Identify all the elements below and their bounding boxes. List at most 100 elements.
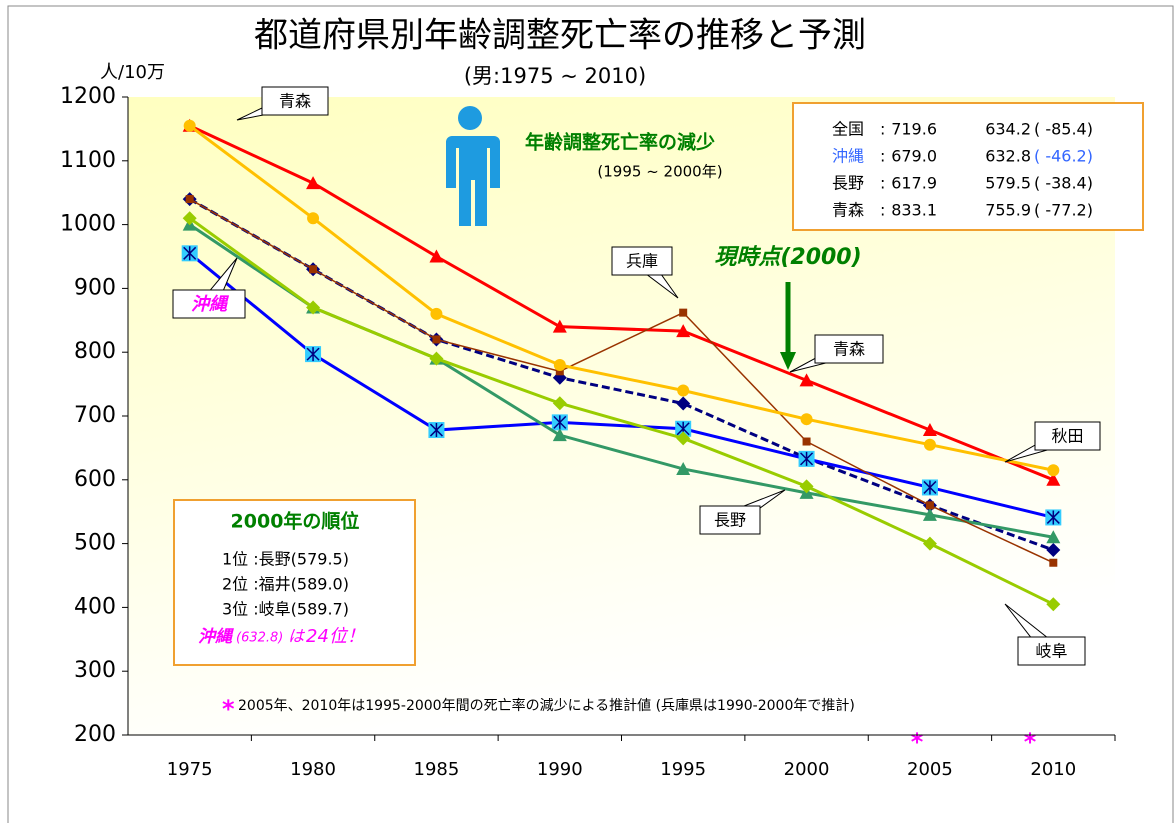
- marker: [553, 358, 566, 371]
- summary-1995: 679.0: [891, 147, 937, 166]
- summary-name: 長野: [832, 174, 864, 193]
- callout-cover: [613, 248, 671, 274]
- summary-diff: ( -38.4): [1034, 174, 1093, 193]
- marker-star: [800, 451, 814, 466]
- marker: [1046, 597, 1061, 612]
- summary-2000: 634.2: [985, 120, 1031, 139]
- y-tick-label: 200: [74, 722, 116, 747]
- summary-2000: 632.8: [985, 147, 1031, 166]
- callout-cover: [174, 291, 244, 317]
- marker: [800, 413, 813, 426]
- marker: [799, 373, 814, 387]
- summary-separator: :: [880, 147, 885, 166]
- callout-cover: [263, 88, 327, 114]
- y-tick-label: 1000: [60, 212, 116, 237]
- marker: [1046, 542, 1061, 557]
- current-label: 現時点(2000): [714, 245, 861, 270]
- marker: [1046, 530, 1061, 544]
- marker: [925, 501, 934, 510]
- y-tick-label: 700: [74, 403, 116, 428]
- summary-2000: 755.9: [985, 201, 1031, 220]
- marker: [555, 367, 564, 376]
- marker: [679, 308, 688, 317]
- marker: [1047, 464, 1060, 477]
- ranking-line: 2位 :福井(589.0): [222, 575, 349, 594]
- ranking-okinawa-rank: 24位！: [306, 626, 365, 647]
- decrease-period: (1995 ~ 2000年): [597, 163, 722, 181]
- summary-1995: 833.1: [891, 201, 937, 220]
- summary-diff: ( -46.2): [1034, 147, 1093, 166]
- summary-diff: ( -77.2): [1034, 201, 1093, 220]
- projection-mark: *: [1024, 728, 1037, 756]
- callout-label: 青森: [279, 92, 311, 111]
- marker-star: [429, 423, 443, 438]
- marker: [799, 479, 814, 494]
- series-line: [188, 252, 1054, 519]
- marker: [432, 335, 441, 344]
- marker: [428, 422, 445, 439]
- callout-label: 沖縄: [191, 294, 230, 315]
- marker: [552, 396, 567, 411]
- marker: [922, 423, 937, 437]
- x-tick-label: 1990: [537, 759, 583, 780]
- y-tick-label: 1100: [60, 148, 116, 173]
- ranking-title: 2000年の順位: [231, 510, 360, 533]
- x-tick-label: 2010: [1030, 759, 1076, 780]
- callout-label: 青森: [833, 340, 865, 359]
- y-tick-label: 500: [74, 531, 116, 556]
- y-axis-label: 人/10万: [100, 62, 165, 83]
- marker: [1045, 509, 1062, 526]
- marker: [552, 428, 567, 442]
- ranking-line: 3位 :岐阜(589.7): [222, 600, 349, 619]
- marker: [922, 507, 937, 521]
- marker: [1046, 472, 1061, 486]
- callout-label: 兵庫: [626, 252, 658, 271]
- ranking-line: 1位 :長野(579.5): [222, 550, 349, 569]
- marker: [429, 249, 444, 263]
- y-tick-label: 900: [74, 275, 116, 300]
- x-tick-label: 1985: [414, 759, 460, 780]
- marker: [798, 450, 815, 467]
- marker-star: [183, 246, 197, 261]
- marker: [430, 307, 443, 320]
- marker: [677, 384, 690, 397]
- marker: [305, 346, 322, 363]
- y-tick-label: 600: [74, 467, 116, 492]
- marker: [921, 479, 938, 496]
- marker: [802, 437, 811, 446]
- y-tick-label: 400: [74, 594, 116, 619]
- summary-diff: ( -85.4): [1034, 120, 1093, 139]
- x-tick-label: 1980: [290, 759, 336, 780]
- frame: [7, 5, 1174, 823]
- footnote-mark: *: [222, 695, 235, 723]
- callout-cover: [701, 507, 759, 533]
- x-tick-label: 2005: [907, 759, 953, 780]
- marker: [1049, 558, 1058, 567]
- summary-name: 沖縄: [832, 147, 864, 166]
- y-tick-label: 1200: [60, 84, 116, 109]
- marker-star: [306, 347, 320, 362]
- footnote: 2005年、2010年は1995-2000年間の死亡率の減少による推計値 (兵庫…: [238, 697, 855, 714]
- callout-cover: [1036, 423, 1099, 449]
- marker: [185, 195, 194, 204]
- callout-cover: [1019, 638, 1084, 664]
- summary-2000: 579.5: [985, 174, 1031, 193]
- callout-label: 長野: [714, 511, 746, 530]
- callout-label: 岐阜: [1035, 642, 1067, 661]
- x-tick-label: 1975: [167, 759, 213, 780]
- chart-title: 都道府県別年齢調整死亡率の推移と予測: [254, 16, 866, 56]
- ranking-okinawa-text: は: [288, 627, 306, 646]
- marker: [309, 265, 318, 274]
- marker: [181, 245, 198, 262]
- marker: [923, 438, 936, 451]
- marker: [552, 319, 567, 333]
- projection-mark: *: [911, 728, 924, 756]
- marker-star: [1046, 510, 1060, 525]
- marker: [182, 211, 197, 226]
- summary-1995: 617.9: [891, 174, 937, 193]
- marker: [676, 461, 691, 475]
- series-line: [188, 197, 1054, 552]
- summary-name: 青森: [832, 201, 864, 220]
- y-tick-label: 300: [74, 658, 116, 683]
- ranking-box: [173, 499, 416, 666]
